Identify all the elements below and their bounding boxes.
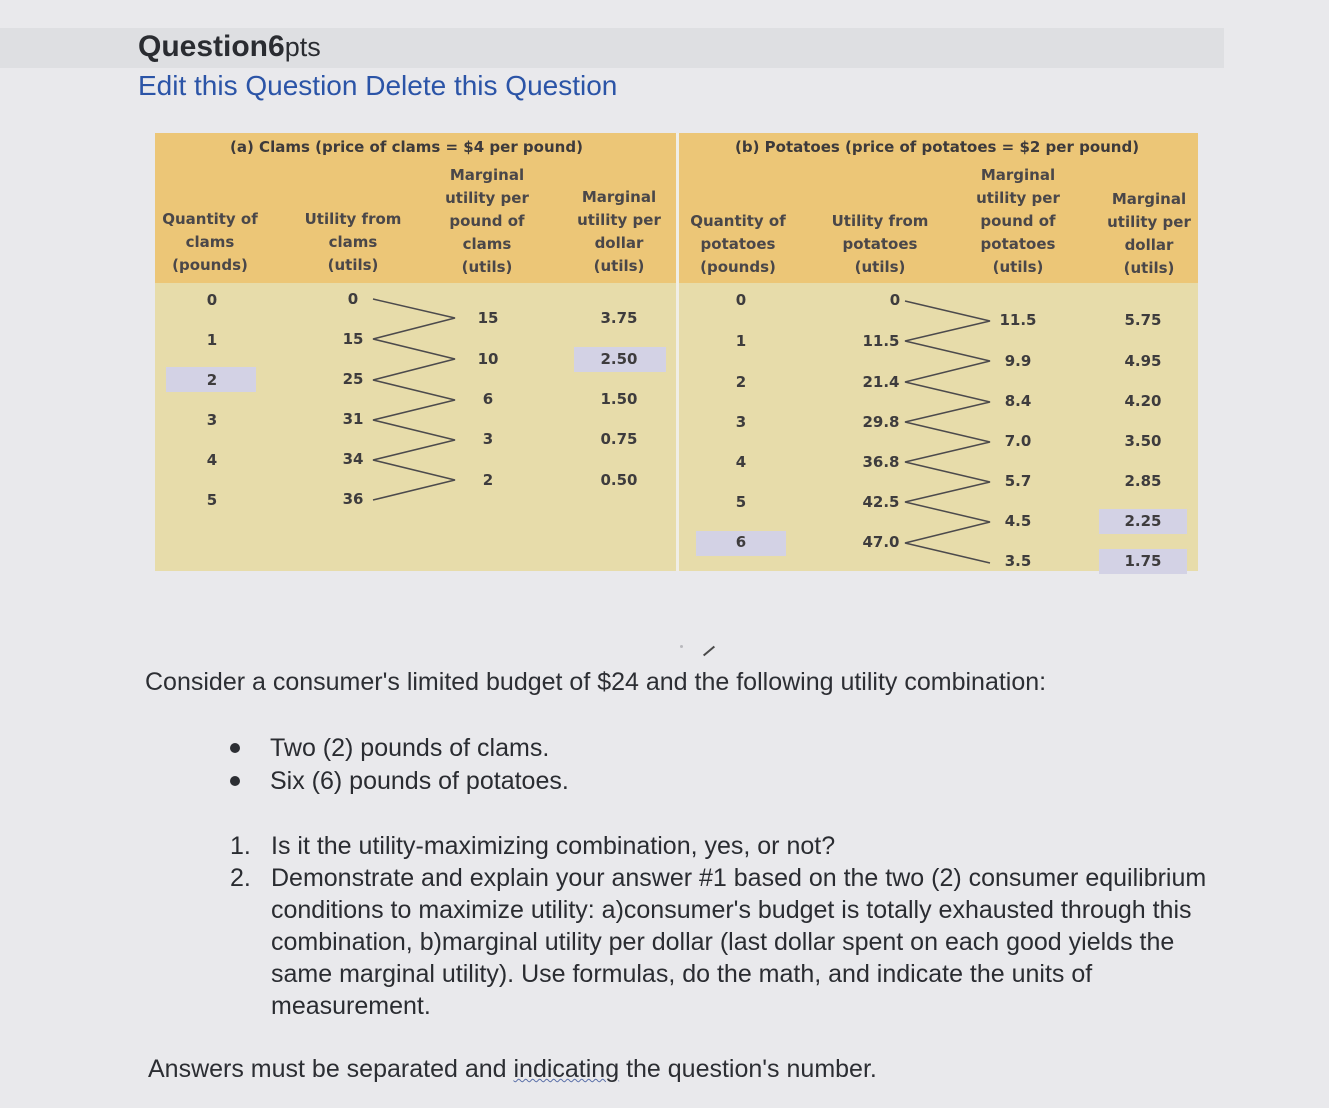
- potatoes-qty-5: 5: [735, 493, 747, 511]
- question-title: Question6pts: [138, 30, 321, 63]
- potatoes-util-0: 0: [889, 291, 901, 309]
- clams-zigzag: [372, 298, 456, 501]
- highlight-potatoes-qty-6: [696, 531, 786, 556]
- potatoes-util-5: 42.5: [862, 493, 900, 511]
- potatoes-mud-5: 2.85: [1124, 472, 1162, 490]
- question-links: Edit this Question Delete this Question: [138, 70, 617, 102]
- potatoes-header-utility: Utility from potatoes (utils): [831, 212, 929, 276]
- clams-util-4: 34: [342, 450, 364, 468]
- clams-qty-5: 5: [206, 491, 218, 509]
- potatoes-mup-4: 7.0: [1004, 432, 1032, 450]
- question-item-1: 1. Is it the utility-maximizing combinat…: [230, 830, 1220, 862]
- clams-util-3: 31: [342, 410, 364, 428]
- highlight-potatoes-mud-1.75: [1099, 549, 1187, 574]
- zigzag-lines: [372, 298, 991, 564]
- answers-instruction: Answers must be separated and indicating…: [148, 1055, 877, 1083]
- question-text: Demonstrate and explain your answer #1 b…: [271, 864, 1207, 1020]
- clams-panel-title: (a) Clams (price of clams = $4 per pound…: [230, 138, 583, 156]
- list-item: Six (6) pounds of potatoes.: [228, 765, 569, 798]
- potatoes-util-6: 47.0: [862, 533, 900, 551]
- clams-util-2: 25: [342, 370, 364, 388]
- question-header-band: [0, 28, 1224, 68]
- question-text: Is it the utility-maximizing combination…: [271, 832, 836, 860]
- question-list: 1. Is it the utility-maximizing combinat…: [230, 830, 1220, 1022]
- potatoes-mup-3: 8.4: [1004, 392, 1032, 410]
- clams-mud-3: 1.50: [600, 390, 638, 408]
- potatoes-mup-6: 4.5: [1004, 512, 1032, 530]
- potatoes-mup-5: 5.7: [1004, 472, 1032, 490]
- clams-mup-2: 10: [477, 350, 499, 368]
- clams-util-0: 0: [347, 290, 359, 308]
- cursor-mark: [702, 645, 716, 657]
- clams-header-mu-dollar: Marginal utility per dollar (utils): [577, 188, 661, 275]
- potatoes-mud-2: 4.95: [1124, 352, 1162, 370]
- stray-dot: [680, 645, 683, 648]
- delete-question-link[interactable]: Delete this Question: [365, 70, 618, 101]
- question-number: 1.: [230, 832, 251, 860]
- potatoes-qty-2: 2: [735, 373, 747, 391]
- list-item: Two (2) pounds of clams.: [228, 732, 569, 765]
- potatoes-util-2: 21.4: [862, 373, 900, 391]
- potatoes-util-4: 36.8: [862, 453, 900, 471]
- potatoes-mup-7: 3.5: [1004, 552, 1032, 570]
- potatoes-mup-2: 9.9: [1004, 352, 1032, 370]
- potatoes-header-mu-dollar: Marginal utility per dollar (utils): [1107, 190, 1191, 277]
- potatoes-mud-4: 3.50: [1124, 432, 1162, 450]
- question-number: 2.: [230, 864, 251, 892]
- potatoes-util-1: 11.5: [862, 332, 900, 350]
- clams-mup-3: 6: [482, 390, 494, 408]
- clams-util-5: 36: [342, 490, 364, 508]
- potatoes-mud-7: 1.75: [1124, 552, 1162, 570]
- highlight-potatoes-mud-2.25: [1099, 509, 1187, 534]
- question-item-2: 2. Demonstrate and explain your answer #…: [230, 862, 1220, 1022]
- combination-list: Two (2) pounds of clams. Six (6) pounds …: [228, 732, 569, 798]
- potatoes-zigzag: [904, 300, 991, 564]
- clams-header-quantity: Quantity of clams (pounds): [162, 210, 258, 274]
- clams-header-mu-pound: Marginal utility per pound of clams (uti…: [445, 166, 529, 276]
- budget-statement: Consider a consumer's limited budget of …: [145, 668, 1047, 696]
- potatoes-mud-6: 2.25: [1124, 512, 1162, 530]
- spellcheck-word: indicating: [513, 1055, 620, 1083]
- table-divider: [676, 133, 679, 571]
- clams-qty-0: 0: [206, 291, 218, 309]
- potatoes-panel-title: (b) Potatoes (price of potatoes = $2 per…: [735, 138, 1140, 156]
- clams-mup-5: 2: [482, 471, 494, 489]
- potatoes-mup-1: 11.5: [999, 311, 1037, 329]
- utility-table-image: (a) Clams (price of clams = $4 per pound…: [155, 133, 1198, 574]
- clams-mup-1: 15: [477, 309, 499, 327]
- clams-util-1: 15: [342, 330, 364, 348]
- potatoes-mud-1: 5.75: [1124, 311, 1162, 329]
- clams-header-utility: Utility from clams (utils): [304, 210, 402, 274]
- potatoes-qty-6: 6: [735, 533, 747, 551]
- potatoes-util-3: 29.8: [862, 413, 900, 431]
- potatoes-qty-1: 1: [735, 332, 747, 350]
- potatoes-mud-3: 4.20: [1124, 392, 1162, 410]
- clams-mup-4: 3: [482, 430, 494, 448]
- potatoes-qty-0: 0: [735, 291, 747, 309]
- potatoes-qty-4: 4: [735, 453, 747, 471]
- clams-mud-4: 0.75: [600, 430, 638, 448]
- clams-mud-1: 3.75: [600, 309, 638, 327]
- clams-mud-2: 2.50: [600, 350, 638, 368]
- potatoes-header-mu-pound: Marginal utility per pound of potatoes (…: [976, 166, 1060, 276]
- edit-question-link[interactable]: Edit this Question: [138, 70, 358, 101]
- highlight-clams-mud-2.50: [574, 347, 666, 372]
- clams-qty-2: 2: [206, 371, 218, 389]
- highlight-clams-qty-2: [166, 367, 256, 392]
- clams-qty-4: 4: [206, 451, 218, 469]
- clams-qty-3: 3: [206, 411, 218, 429]
- clams-qty-1: 1: [206, 331, 218, 349]
- potatoes-header-quantity: Quantity of potatoes (pounds): [690, 212, 786, 276]
- potatoes-qty-3: 3: [735, 413, 747, 431]
- clams-mud-5: 0.50: [600, 471, 638, 489]
